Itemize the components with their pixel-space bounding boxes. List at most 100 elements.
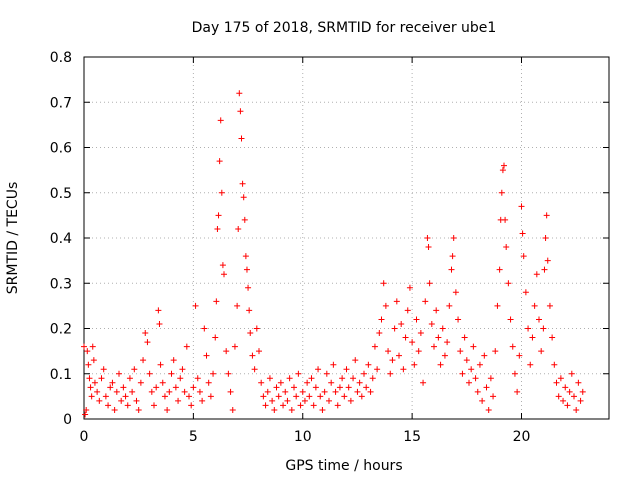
- data-point: [280, 402, 287, 409]
- data-point: [264, 388, 271, 395]
- data-point: [219, 262, 226, 269]
- y-tick-label: 0.6: [50, 141, 72, 157]
- data-point: [459, 370, 466, 377]
- data-point: [428, 320, 435, 327]
- data-point: [260, 393, 267, 400]
- data-point: [157, 361, 164, 368]
- data-point: [284, 397, 291, 404]
- data-point: [109, 379, 116, 386]
- data-point: [409, 339, 416, 346]
- data-point: [402, 334, 409, 341]
- data-point: [358, 393, 365, 400]
- data-point: [116, 370, 122, 377]
- data-point: [356, 379, 363, 386]
- data-point: [487, 375, 494, 382]
- data-point: [122, 393, 129, 400]
- data-point: [321, 388, 328, 395]
- data-point: [213, 298, 220, 305]
- data-point: [437, 361, 444, 368]
- data-point: [519, 230, 526, 237]
- data-point: [142, 330, 149, 337]
- data-point: [238, 135, 245, 142]
- data-point: [190, 384, 197, 391]
- data-point: [151, 402, 157, 409]
- y-tick-label: 0.4: [50, 231, 72, 247]
- data-point: [140, 357, 147, 364]
- data-point: [328, 379, 335, 386]
- data-point: [88, 393, 95, 400]
- data-point: [183, 343, 190, 350]
- data-point: [239, 180, 246, 187]
- data-point: [225, 370, 232, 377]
- data-point: [376, 330, 383, 337]
- data-point: [82, 411, 89, 418]
- data-point: [293, 393, 300, 400]
- data-point: [214, 225, 221, 232]
- data-point: [262, 402, 269, 409]
- data-point: [577, 397, 584, 404]
- data-point: [118, 397, 125, 404]
- data-point: [398, 320, 405, 327]
- data-point: [111, 406, 118, 413]
- data-point: [137, 379, 144, 386]
- data-point: [435, 334, 442, 341]
- data-point: [417, 330, 424, 337]
- data-point: [391, 325, 398, 332]
- data-point: [361, 370, 367, 377]
- data-point: [308, 375, 315, 382]
- data-point: [538, 348, 545, 355]
- data-point: [579, 388, 586, 395]
- data-point: [511, 370, 518, 377]
- data-point: [336, 384, 343, 391]
- data-point: [522, 289, 529, 296]
- y-tick-label: 0: [63, 412, 72, 428]
- data-point: [129, 388, 136, 395]
- data-point: [483, 384, 490, 391]
- data-point: [273, 384, 280, 391]
- data-point: [470, 343, 477, 350]
- data-point: [156, 320, 163, 327]
- data-point: [485, 406, 492, 413]
- data-point: [242, 253, 249, 260]
- data-point: [509, 343, 516, 350]
- data-point: [345, 384, 352, 391]
- data-point: [406, 284, 413, 291]
- data-point: [256, 348, 262, 355]
- data-point: [382, 302, 389, 309]
- data-point: [387, 370, 394, 377]
- data-point: [455, 316, 462, 323]
- data-point: [96, 397, 103, 404]
- data-point: [452, 289, 459, 296]
- data-point: [380, 280, 387, 287]
- data-point: [223, 348, 230, 355]
- data-point: [404, 307, 411, 314]
- data-point: [312, 384, 319, 391]
- data-point: [374, 366, 381, 373]
- data-point: [83, 406, 90, 413]
- data-point: [258, 379, 265, 386]
- y-tick-label: 0.3: [50, 276, 72, 292]
- data-point: [89, 343, 96, 350]
- data-point: [105, 402, 112, 409]
- data-point: [301, 397, 308, 404]
- data-point: [527, 361, 534, 368]
- data-point: [277, 379, 284, 386]
- data-point: [199, 397, 206, 404]
- data-point: [100, 366, 107, 373]
- x-tick-label: 15: [403, 429, 421, 445]
- data-point: [411, 361, 418, 368]
- data-point: [420, 379, 427, 386]
- data-point: [363, 384, 370, 391]
- data-point: [350, 375, 357, 382]
- data-point: [389, 357, 396, 364]
- data-point: [400, 366, 407, 373]
- data-point: [343, 366, 350, 373]
- data-point: [575, 379, 582, 386]
- data-point: [573, 406, 580, 413]
- data-point: [81, 343, 87, 350]
- data-point: [275, 393, 282, 400]
- y-tick-label: 0.5: [50, 186, 72, 202]
- data-point: [536, 316, 542, 323]
- data-point: [319, 406, 326, 413]
- data-point: [365, 361, 372, 368]
